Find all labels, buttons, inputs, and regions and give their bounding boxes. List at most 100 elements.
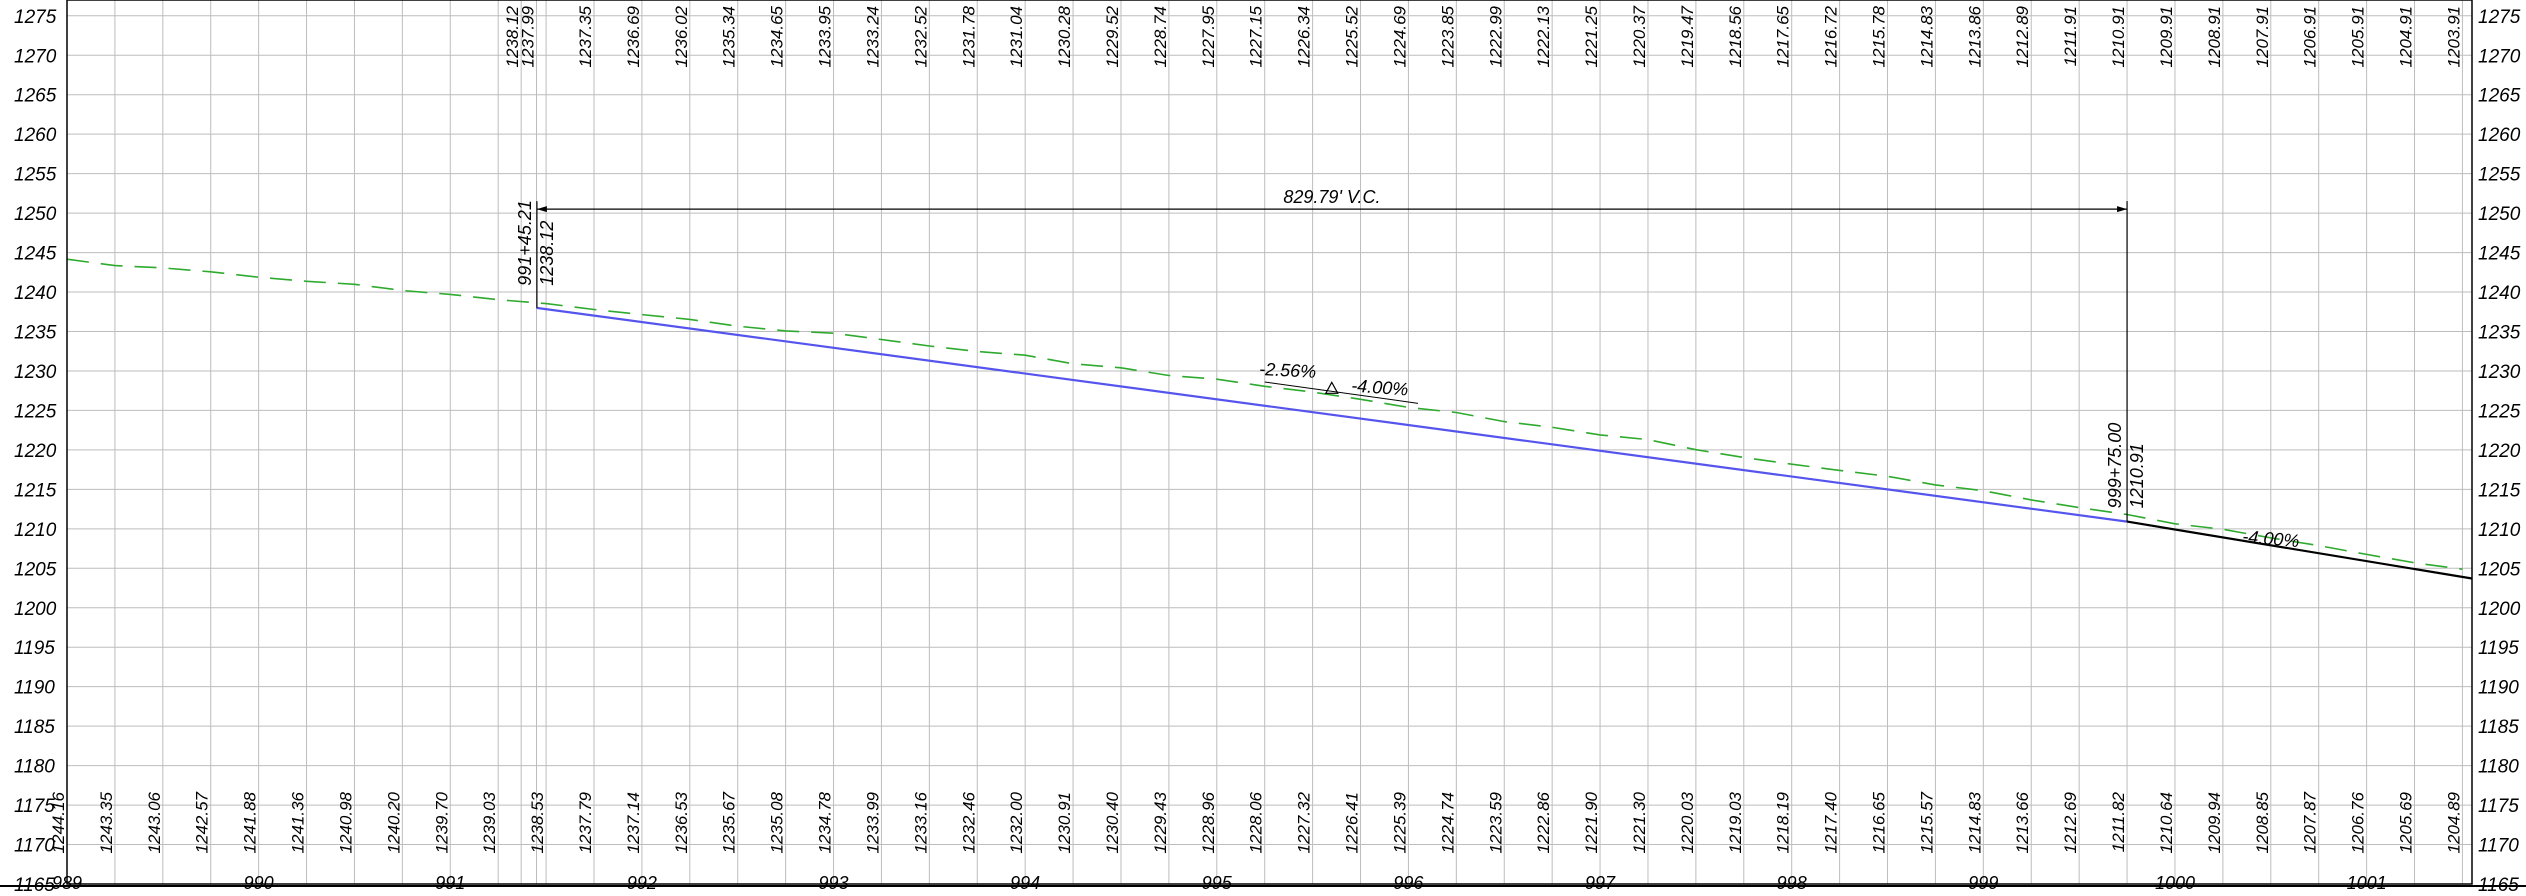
station-tick-label: 997 (1585, 873, 1616, 893)
ground-elevation-label: 1230.91 (1055, 792, 1074, 853)
elevation-tick-label-right: 1230 (2478, 362, 2521, 383)
vc-length-label: 829.79' V.C. (1283, 187, 1380, 207)
ground-elevation-label: 1217.40 (1822, 791, 1841, 853)
vertical-curve-annotations: 829.79' V.C. 991+45.21 1238.12 999+75.00 121… (515, 187, 2300, 551)
design-elevation-label: 1237.35 (576, 5, 595, 67)
elevation-tick-label-right: 1265 (2478, 86, 2521, 107)
ground-elevation-label: 1230.40 (1103, 791, 1122, 853)
design-elevation-label: 1211.91 (2061, 6, 2080, 66)
elevation-tick-label-left: 1200 (14, 599, 57, 620)
station-tick-label: 999 (1968, 873, 1998, 893)
dimension-arrow-right (2117, 206, 2128, 213)
ground-elevation-label: 1205.69 (2397, 791, 2416, 853)
ground-elevation-label: 1219.03 (1726, 791, 1745, 853)
elevation-tick-label-right: 1250 (2478, 204, 2521, 225)
elevation-tick-label-left: 1235 (14, 323, 57, 344)
design-elevation-label: 1209.91 (2157, 6, 2176, 67)
ground-elevation-label: 1240.20 (384, 791, 403, 853)
design-elevation-label: 1217.65 (1774, 5, 1793, 67)
ground-elevation-label: 1206.76 (2349, 791, 2368, 853)
ground-elevation-label: 1210.64 (2157, 792, 2176, 853)
design-elevation-label: 1233.24 (863, 6, 882, 67)
design-elevation-label: 1231.78 (959, 5, 978, 67)
elevation-tick-label-left: 1220 (14, 441, 57, 462)
elevation-tick-label-left: 1185 (14, 717, 55, 738)
ground-elevation-label: 1244.16 (49, 791, 68, 853)
grade-tangent-line (1264, 381, 1419, 404)
ground-elevation-label: 1239.03 (480, 791, 499, 853)
elevation-tick-label-right: 1195 (2478, 638, 2519, 659)
elevation-grid (67, 15, 2472, 885)
design-elevation-label: 1224.69 (1390, 5, 1409, 67)
ground-elevation-label: 1228.96 (1199, 791, 1218, 853)
elevation-tick-label-right: 1205 (2478, 559, 2521, 580)
pvt-station-label: 999+75.00 (2105, 423, 2125, 509)
ground-elevation-label: 1226.41 (1343, 792, 1362, 853)
design-elevation-label: 1207.91 (2253, 6, 2272, 67)
design-elevation-label: 1225.52 (1343, 5, 1362, 67)
station-tick-label: 1000 (2155, 873, 2195, 893)
existing-ground-line (66, 258, 2463, 570)
elevation-tick-label-left: 1215 (14, 480, 57, 501)
elevation-tick-label-left: 1245 (14, 244, 57, 265)
ground-elevation-label: 1220.03 (1678, 791, 1697, 853)
elevation-tick-label-right: 1225 (2478, 401, 2521, 422)
design-elevation-label: 1232.52 (911, 5, 930, 67)
profile-lines (66, 258, 2473, 580)
grade-in-label: -2.56% (1259, 359, 1317, 382)
elevation-tick-label-right: 1245 (2478, 244, 2521, 265)
design-elevation-label: 1230.28 (1055, 5, 1074, 67)
elevation-tick-label-right: 1275 (2478, 7, 2521, 28)
ground-elevation-label: 1232.46 (959, 791, 978, 853)
ground-elevation-label: 1242.57 (193, 791, 212, 853)
ground-elevation-label: 1235.67 (720, 791, 739, 853)
elevation-tick-label-left: 1175 (14, 796, 55, 817)
ground-elevation-label: 1214.83 (1965, 791, 1984, 853)
ground-elevation-label: 1239.70 (432, 791, 451, 853)
ground-elevation-label: 1243.06 (145, 791, 164, 853)
ground-elevation-label: 1218.19 (1774, 791, 1793, 853)
station-tick-label: 991 (435, 873, 465, 893)
station-tick-label: 990 (244, 873, 274, 893)
elevation-tick-label-right: 1240 (2478, 283, 2521, 304)
design-elevation-label: 1229.52 (1103, 5, 1122, 67)
ground-elevation-label: 1228.06 (1247, 791, 1266, 853)
ground-elevation-label: 1237.14 (624, 792, 643, 853)
plot-frame (66, 0, 2473, 885)
ground-elevation-label: 1233.99 (863, 791, 882, 853)
design-elevation-label: 1234.65 (768, 5, 787, 67)
elevation-tick-label-right: 1235 (2478, 323, 2521, 344)
ground-elevation-label: 1236.53 (672, 791, 691, 853)
ground-elevation-label: 1213.66 (2013, 791, 2032, 853)
ground-elevation-label: 1215.57 (1917, 791, 1936, 853)
ground-elevation-label: 1212.69 (2061, 791, 2080, 853)
design-elevation-label: 1227.15 (1247, 5, 1266, 67)
elevation-tick-label-right: 1210 (2478, 520, 2521, 541)
design-elevation-label: 1219.47 (1678, 5, 1697, 67)
ground-elevation-label: 1223.59 (1486, 791, 1505, 853)
design-elevation-label: 1216.72 (1822, 5, 1841, 67)
design-elevation-label: 1215.78 (1870, 5, 1889, 67)
station-tick-label: 994 (1010, 873, 1040, 893)
design-elevation-label: 1206.91 (2301, 6, 2320, 67)
ground-elevation-label: 1211.82 (2109, 791, 2128, 852)
design-elevation-label: 1236.02 (672, 5, 691, 67)
pvt-elevation-label: 1210.91 (2127, 443, 2147, 508)
station-grid (114, 0, 2463, 884)
ground-elevation-label: 1216.65 (1870, 791, 1889, 853)
elevation-tick-label-right: 1270 (2478, 46, 2521, 67)
elevation-tick-label-left: 1225 (14, 401, 57, 422)
elevation-tick-label-left: 1265 (14, 86, 57, 107)
design-elevation-label: 1218.56 (1726, 5, 1745, 67)
design-elevation-label: 1222.99 (1486, 5, 1505, 67)
elevation-tick-label-left: 1170 (14, 836, 55, 857)
elevation-tick-label-left: 1190 (14, 678, 55, 699)
pvi-triangle-marker (1324, 381, 1339, 394)
elevation-tick-label-left: 1205 (14, 559, 57, 580)
elevation-tick-label-left: 1255 (14, 165, 57, 186)
pvc-station-label: 991+45.21 (515, 200, 535, 286)
elevation-tick-label-right: 1260 (2478, 125, 2521, 146)
station-tick-label: 998 (1777, 873, 1807, 893)
design-elevation-label: 1213.86 (1965, 5, 1984, 67)
